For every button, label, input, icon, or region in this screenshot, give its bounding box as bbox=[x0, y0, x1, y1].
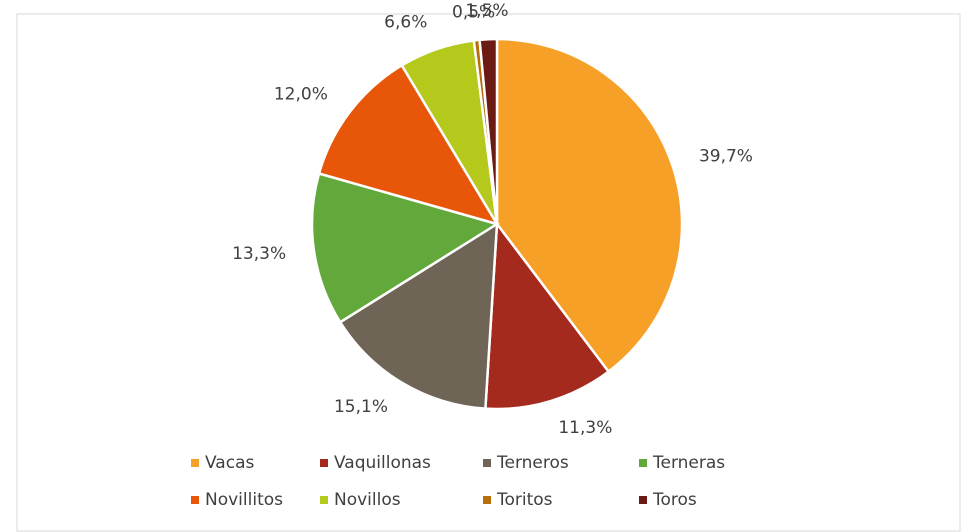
legend-label: Novillitos bbox=[205, 490, 283, 510]
legend-label: Vaquillonas bbox=[334, 453, 431, 473]
legend-label: Vacas bbox=[205, 453, 254, 473]
pie-slice bbox=[310, 171, 501, 324]
legend-label: Terneras bbox=[652, 453, 725, 473]
legend-label: Novillos bbox=[334, 490, 401, 510]
pie-slice bbox=[478, 37, 499, 225]
pie-slice bbox=[495, 37, 684, 374]
data-label: 39,7% bbox=[699, 146, 753, 166]
data-label: 1,5% bbox=[465, 1, 508, 21]
data-label: 15,1% bbox=[334, 397, 388, 417]
legend-label: Terneros bbox=[496, 453, 569, 473]
legend-swatch bbox=[191, 459, 199, 467]
pie-slice bbox=[317, 63, 500, 227]
legend-label: Toros bbox=[652, 490, 697, 510]
pie-slice bbox=[484, 220, 611, 411]
legend-label: Toritos bbox=[496, 490, 553, 510]
data-label: 6,6% bbox=[384, 13, 427, 33]
legend-swatch bbox=[483, 496, 491, 504]
legend-swatch bbox=[639, 496, 647, 504]
data-label: 12,0% bbox=[274, 85, 328, 105]
legend-swatch bbox=[191, 496, 199, 504]
pie-slice bbox=[338, 221, 499, 410]
data-label: 13,3% bbox=[232, 244, 286, 264]
data-label: 0,5% bbox=[452, 2, 495, 22]
legend-swatch bbox=[320, 459, 328, 467]
legend-swatch bbox=[320, 496, 328, 504]
data-label: 11,3% bbox=[558, 418, 612, 438]
legend-swatch bbox=[639, 459, 647, 467]
legend-swatch bbox=[483, 459, 491, 467]
